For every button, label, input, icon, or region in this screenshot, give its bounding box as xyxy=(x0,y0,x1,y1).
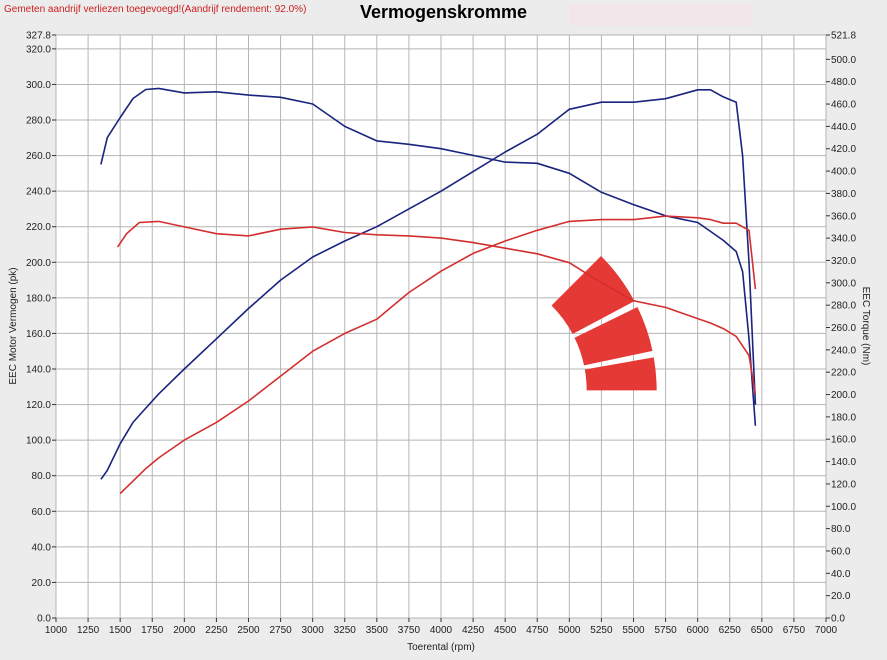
y-left-tick-label: 60.0 xyxy=(32,507,52,518)
header-placeholder-box xyxy=(570,4,752,26)
y-right-tick-label: 300.0 xyxy=(831,278,856,289)
y-right-tick-label: 60.0 xyxy=(831,546,851,557)
right-y-axis-ticks: 0.0 20.0 40.0 60.0 80.0 100.0 120.0 140.0 160.0 1… xyxy=(826,31,856,625)
right-y-axis-label: EEC Torque (Nm) xyxy=(860,287,871,366)
left-y-axis-ticks: 0.0 20.0 40.0 60.0 80.0 100.0 120.0 140.0 160.0 1… xyxy=(26,31,56,625)
y-right-tick-label: 240.0 xyxy=(831,345,856,356)
y-right-tick-label: 20.0 xyxy=(831,591,851,602)
y-right-tick-label: 420.0 xyxy=(831,144,856,155)
chart-title: Vermogenskromme xyxy=(359,2,528,22)
y-left-tick-label: 320.0 xyxy=(26,44,51,55)
logo-segment xyxy=(574,307,653,366)
y-right-tick-label: 40.0 xyxy=(831,569,851,580)
x-tick-label: 3500 xyxy=(366,625,389,636)
y-left-tick-label: 20.0 xyxy=(32,578,52,589)
y-left-tick-label: 327.8 xyxy=(26,31,51,42)
y-right-tick-label: 200.0 xyxy=(831,390,856,401)
y-right-tick-label: 280.0 xyxy=(831,301,856,312)
x-tick-label: 5750 xyxy=(654,625,677,636)
x-tick-label: 1000 xyxy=(45,625,68,636)
x-tick-label: 6750 xyxy=(783,625,806,636)
y-right-tick-label: 160.0 xyxy=(831,435,856,446)
y-right-tick-label: 500.0 xyxy=(831,55,856,66)
y-right-tick-label: 360.0 xyxy=(831,211,856,222)
x-tick-label: 6250 xyxy=(719,625,742,636)
y-right-tick-label: 0.0 xyxy=(831,614,845,625)
x-tick-label: 6500 xyxy=(751,625,774,636)
x-axis-ticks: 1000 1250 1500 1750 2000 2250 2500 2750 3000 3250… xyxy=(45,618,838,636)
y-right-tick-label: 400.0 xyxy=(831,167,856,178)
x-tick-label: 4250 xyxy=(462,625,485,636)
y-left-tick-label: 280.0 xyxy=(26,116,51,127)
x-tick-label: 2500 xyxy=(237,625,260,636)
y-left-tick-label: 120.0 xyxy=(26,400,51,411)
y-right-tick-label: 180.0 xyxy=(831,412,856,423)
left-y-axis-label: EEC Motor Vermogen (pk) xyxy=(8,267,19,384)
y-left-tick-label: 220.0 xyxy=(26,222,51,233)
x-tick-label: 3750 xyxy=(398,625,421,636)
drive-loss-note: Gemeten aandrijf verliezen toegevoegd!(A… xyxy=(4,4,307,15)
y-right-tick-label: 260.0 xyxy=(831,323,856,334)
x-tick-label: 1500 xyxy=(109,625,132,636)
y-left-tick-label: 200.0 xyxy=(26,258,51,269)
series-layer xyxy=(100,87,757,495)
x-tick-label: 2250 xyxy=(205,625,228,636)
x-tick-label: 2750 xyxy=(269,625,292,636)
x-tick-label: 5000 xyxy=(558,625,581,636)
y-right-tick-label: 80.0 xyxy=(831,524,851,535)
y-left-tick-label: 100.0 xyxy=(26,436,51,447)
x-tick-label: 5500 xyxy=(622,625,645,636)
series-line-2 xyxy=(100,87,757,426)
y-right-tick-label: 100.0 xyxy=(831,502,856,513)
y-right-tick-label: 460.0 xyxy=(831,100,856,111)
series-line-3 xyxy=(119,215,757,495)
x-tick-label: 6000 xyxy=(687,625,710,636)
series-line-1 xyxy=(100,89,757,480)
logo-watermark xyxy=(551,255,657,391)
y-right-tick-label: 440.0 xyxy=(831,122,856,133)
y-right-tick-label: 140.0 xyxy=(831,457,856,468)
logo-segment xyxy=(551,255,635,335)
y-left-tick-label: 180.0 xyxy=(26,293,51,304)
x-tick-label: 4000 xyxy=(430,625,453,636)
y-right-tick-label: 320.0 xyxy=(831,256,856,267)
x-tick-label: 4500 xyxy=(494,625,517,636)
x-tick-label: 5250 xyxy=(590,625,613,636)
y-left-tick-label: 160.0 xyxy=(26,329,51,340)
y-left-tick-label: 300.0 xyxy=(26,80,51,91)
x-tick-label: 3000 xyxy=(302,625,325,636)
x-axis-label: Toerental (rpm) xyxy=(407,642,475,653)
y-right-tick-label: 380.0 xyxy=(831,189,856,200)
y-left-tick-label: 240.0 xyxy=(26,187,51,198)
y-right-tick-label: 340.0 xyxy=(831,234,856,245)
y-right-tick-label: 120.0 xyxy=(831,479,856,490)
y-left-tick-label: 140.0 xyxy=(26,365,51,376)
y-left-tick-label: 0.0 xyxy=(37,614,51,625)
y-right-tick-label: 220.0 xyxy=(831,368,856,379)
x-tick-label: 1750 xyxy=(141,625,164,636)
y-left-tick-label: 80.0 xyxy=(32,471,52,482)
x-tick-label: 3250 xyxy=(334,625,357,636)
logo-segment xyxy=(584,357,657,391)
y-right-tick-label: 521.8 xyxy=(831,31,856,42)
series-line-4 xyxy=(116,220,757,395)
y-left-tick-label: 260.0 xyxy=(26,151,51,162)
y-right-tick-label: 480.0 xyxy=(831,77,856,88)
x-tick-label: 1250 xyxy=(77,625,100,636)
x-tick-label: 2000 xyxy=(173,625,196,636)
x-tick-label: 4750 xyxy=(526,625,549,636)
y-left-tick-label: 40.0 xyxy=(32,542,52,553)
x-tick-label: 7000 xyxy=(815,625,838,636)
